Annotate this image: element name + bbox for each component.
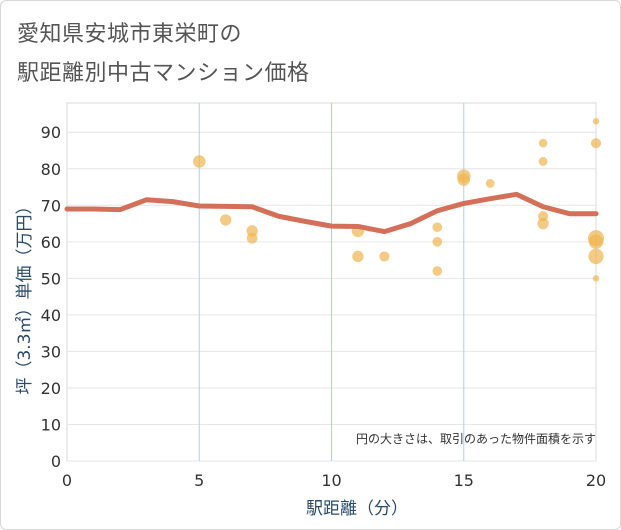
y-tick-label: 90: [41, 123, 61, 142]
data-bubble: [588, 234, 604, 250]
y-tick-label: 70: [41, 196, 61, 215]
data-bubble: [220, 214, 232, 226]
x-axis-ticks: 0 5 10 15 20: [62, 471, 606, 490]
data-bubble: [379, 251, 390, 262]
bubble-series: [193, 118, 605, 282]
y-tick-label: 60: [41, 233, 61, 252]
y-tick-label: 10: [41, 415, 61, 434]
data-bubble: [432, 266, 443, 276]
data-bubble: [193, 155, 206, 168]
y-tick-label: 0: [51, 452, 61, 471]
x-tick-label: 20: [586, 471, 606, 490]
y-tick-label: 50: [41, 269, 61, 288]
data-bubble: [432, 236, 443, 247]
y-tick-label: 80: [41, 160, 61, 179]
y-tick-label: 20: [41, 379, 61, 398]
trend-line: [64, 191, 599, 235]
data-bubble: [592, 275, 600, 282]
y-tick-label: 30: [41, 342, 61, 361]
y-tick-label: 40: [41, 306, 61, 325]
data-bubble: [588, 248, 604, 265]
chart-title-line-1: 愛知県安城市東栄町の: [17, 22, 243, 47]
data-bubble: [246, 232, 258, 244]
gridlines: [67, 103, 596, 462]
bubble-size-note: 円の大きさは、取引のあった物件面積を示す: [356, 431, 596, 446]
data-bubble: [537, 217, 549, 230]
data-bubble: [592, 118, 600, 125]
data-bubble: [590, 138, 602, 149]
x-tick-label: 15: [454, 471, 474, 490]
data-bubble: [538, 157, 548, 166]
x-tick-label: 10: [321, 471, 341, 490]
data-bubble: [457, 173, 470, 186]
data-bubble: [485, 178, 495, 188]
x-axis-title: 駅距離（分）: [306, 499, 408, 519]
data-bubble: [432, 222, 443, 233]
chart-title-line-2: 駅距離別中古マンション価格: [17, 61, 310, 86]
data-bubble: [352, 250, 364, 263]
x-tick-label: 5: [194, 471, 204, 490]
y-axis-ticks: 0 10 20 30 40 50 60 70 80 90: [41, 123, 61, 471]
y-axis-title: 坪（3.3㎡）単価（万円）: [15, 197, 35, 394]
data-bubble: [538, 138, 548, 148]
x-tick-label: 0: [62, 471, 72, 490]
